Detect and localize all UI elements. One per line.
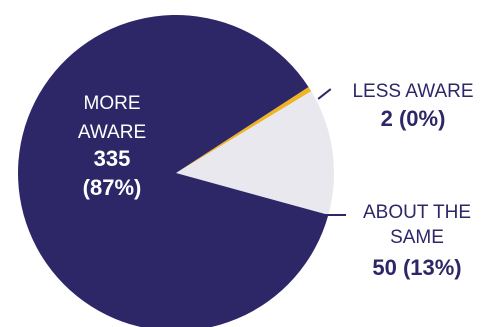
about-same-line1: ABOUT THE [362,202,472,223]
about-same-line2: SAME [390,226,444,248]
about-same-value: 50 (13%) [372,255,462,281]
less-aware-value: 2 (0%) [380,105,446,131]
more-aware-percent: (87%) [82,174,142,200]
label-more-aware: MORE AWARE 335 (87%) [52,92,172,203]
more-aware-value: 335 [93,146,131,172]
more-aware-line2: AWARE [77,121,147,143]
label-less-aware: LESS AWARE 2 (0%) [333,80,493,133]
label-about-the-same: ABOUT THE SAME 50 (13%) [340,201,494,283]
pie-slice-about-the-same [176,91,335,215]
pie-slice-more-aware [18,15,329,327]
about-same-leader-line [312,214,346,216]
pie-slice-less-aware [176,86,312,173]
more-aware-line1: MORE [83,93,141,114]
less-aware-name: LESS AWARE [352,81,474,102]
